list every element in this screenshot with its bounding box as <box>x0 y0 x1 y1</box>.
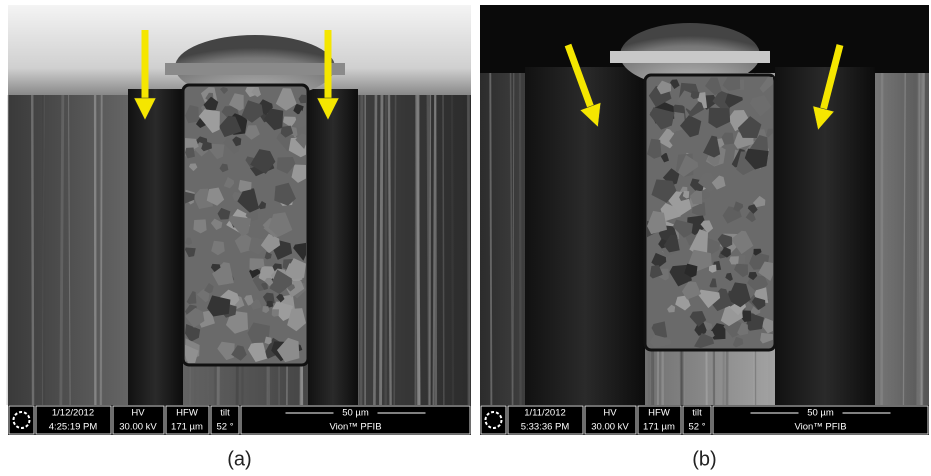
tilt-value: 52 ° <box>216 422 233 433</box>
tilt-value: 52 ° <box>688 422 705 433</box>
milling-streak <box>386 95 387 405</box>
milling-streak <box>415 95 416 405</box>
milling-streak <box>468 95 469 405</box>
hv-label: HV <box>603 408 617 419</box>
milling-streak <box>7 95 8 405</box>
time: 4:25:19 PM <box>49 422 98 433</box>
milling-streak <box>917 73 918 405</box>
instrument: Vion™ PFIB <box>794 422 846 433</box>
panel-label: (b) <box>692 448 716 470</box>
instrument: Vion™ PFIB <box>329 422 381 433</box>
trench-left <box>525 67 645 405</box>
milling-streak <box>381 95 382 405</box>
cap-layer <box>165 63 345 75</box>
milling-streak <box>418 95 419 405</box>
milling-streak <box>443 95 444 405</box>
date: 1/11/2012 <box>524 408 566 419</box>
info-bar: 1/11/2012 5:33:36 PM HV 30.00 kV HFW 171 µm ti… <box>480 405 929 435</box>
figure: 1/12/2012 4:25:19 PM HV 30.00 kV HFW 171 µm ti… <box>0 0 931 476</box>
hv-label: HV <box>131 408 145 419</box>
milling-streak <box>882 73 883 405</box>
info-bar: 1/12/2012 4:25:19 PM HV 30.00 kV HFW 171 µm ti… <box>8 405 471 435</box>
micrograph-panel <box>7 5 471 405</box>
date: 1/12/2012 <box>52 408 94 419</box>
micrograph-panel <box>480 5 929 405</box>
milling-streak <box>921 73 923 405</box>
milling-streak <box>61 95 63 405</box>
hfw-value: 171 µm <box>171 422 203 433</box>
figure-canvas: 1/12/2012 4:25:19 PM HV 30.00 kV HFW 171 µm ti… <box>0 0 931 476</box>
trench-right <box>308 89 358 405</box>
cap-layer <box>610 51 770 63</box>
milling-streak <box>435 95 436 405</box>
trench-left <box>128 89 183 405</box>
milling-streak <box>101 95 102 405</box>
milling-streak <box>361 95 362 405</box>
time: 5:33:36 PM <box>521 422 570 433</box>
hfw-label: HFW <box>176 408 198 419</box>
scale-bar-label: 50 µm <box>342 408 369 419</box>
milling-streak <box>32 95 33 405</box>
hv-value: 30.00 kV <box>119 422 157 433</box>
panel-label: (a) <box>227 448 251 470</box>
milling-streak <box>520 73 521 405</box>
tilt-label: tilt <box>692 408 702 419</box>
hv-value: 30.00 kV <box>591 422 629 433</box>
tilt-label: tilt <box>220 408 230 419</box>
milling-streak <box>490 73 491 405</box>
milling-streak <box>452 95 453 405</box>
hfw-value: 171 µm <box>643 422 675 433</box>
milling-streak <box>389 95 391 405</box>
milling-streak <box>374 95 376 405</box>
milling-streak <box>428 95 429 405</box>
scale-bar-label: 50 µm <box>807 408 834 419</box>
grain <box>272 309 279 317</box>
hfw-label: HFW <box>648 408 670 419</box>
